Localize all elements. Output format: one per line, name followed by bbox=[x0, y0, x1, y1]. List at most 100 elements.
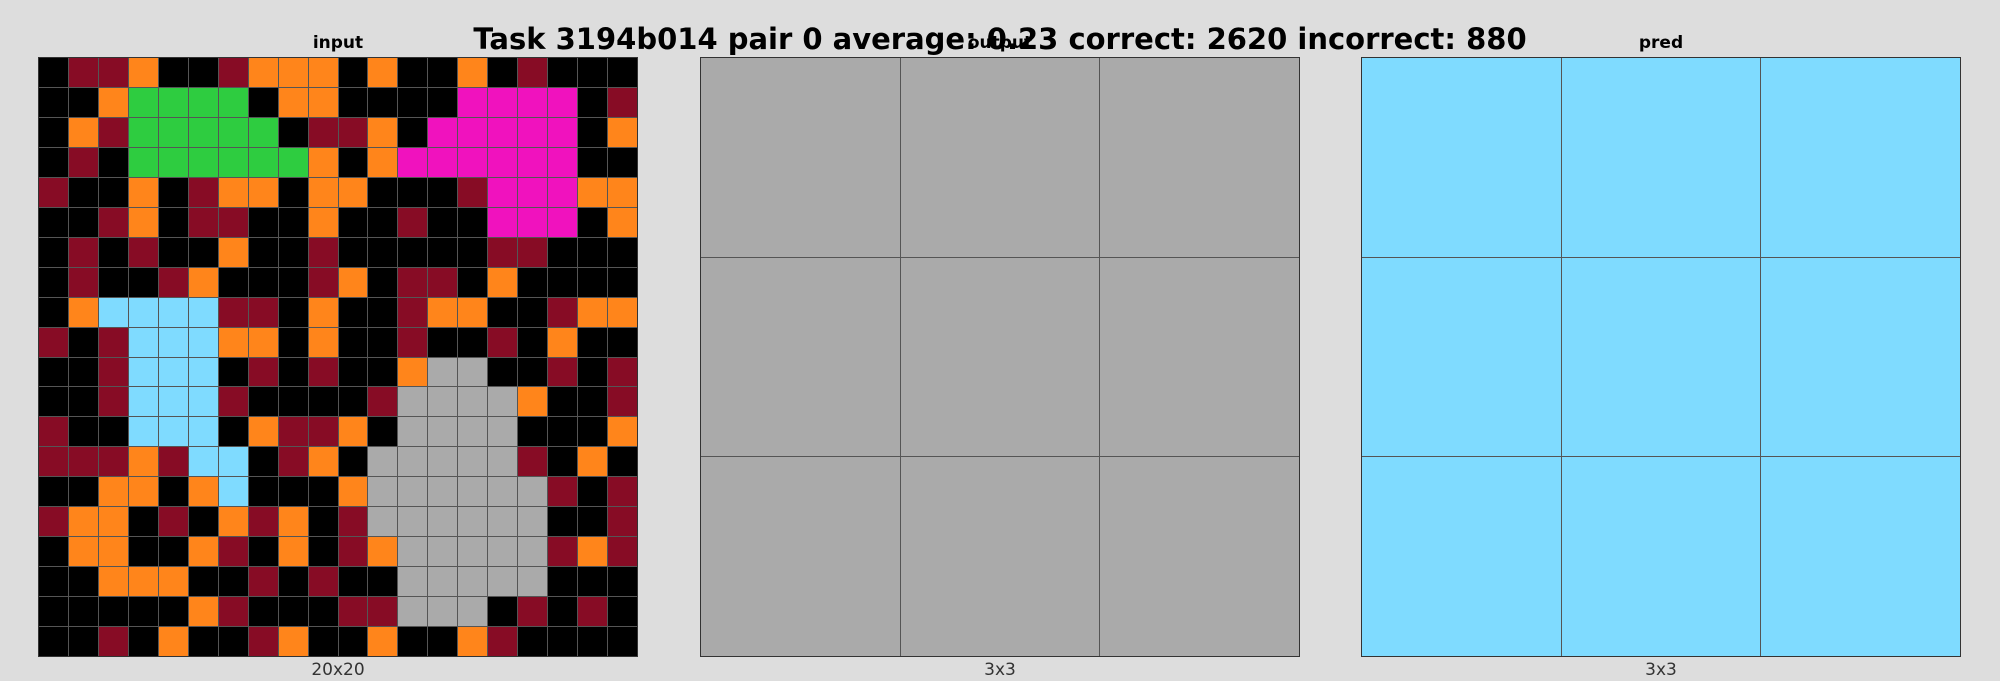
grid-cell bbox=[518, 147, 548, 177]
grid-cell bbox=[39, 417, 68, 447]
grid-cell bbox=[128, 567, 158, 597]
grid-cell bbox=[368, 447, 398, 477]
grid-cell bbox=[128, 237, 158, 267]
grid-cell bbox=[548, 507, 578, 537]
grid-cell bbox=[428, 447, 458, 477]
grid-cell bbox=[39, 537, 68, 567]
grid-cell bbox=[368, 597, 398, 627]
grid-cell bbox=[248, 507, 278, 537]
grid-cell bbox=[308, 147, 338, 177]
grid-cell bbox=[278, 537, 308, 567]
grid-cell bbox=[338, 297, 368, 327]
grid-cell bbox=[248, 357, 278, 387]
grid-cell bbox=[308, 117, 338, 147]
grid-cell bbox=[68, 267, 98, 297]
grid-cell bbox=[308, 507, 338, 537]
grid-cell bbox=[428, 207, 458, 237]
grid-cell bbox=[608, 507, 637, 537]
grid-cell bbox=[428, 297, 458, 327]
grid-cell bbox=[458, 387, 488, 417]
grid-cell bbox=[188, 627, 218, 656]
grid-cell bbox=[578, 567, 608, 597]
grid-cell bbox=[428, 567, 458, 597]
grid-cell bbox=[158, 58, 188, 87]
grid-cell bbox=[158, 267, 188, 297]
grid-cell bbox=[248, 87, 278, 117]
grid-cell bbox=[218, 627, 248, 656]
grid-cell bbox=[608, 597, 637, 627]
grid-cell bbox=[308, 58, 338, 87]
grid-cell bbox=[188, 117, 218, 147]
grid-cell bbox=[308, 477, 338, 507]
grid-cell bbox=[518, 58, 548, 87]
input-grid bbox=[38, 57, 638, 657]
grid-cell bbox=[548, 597, 578, 627]
grid-cell bbox=[608, 117, 637, 147]
grid-cell bbox=[338, 87, 368, 117]
grid-cell bbox=[128, 537, 158, 567]
grid-cell bbox=[98, 147, 128, 177]
grid-cell bbox=[158, 357, 188, 387]
grid-cell bbox=[548, 147, 578, 177]
grid-cell bbox=[398, 627, 428, 656]
grid-cell bbox=[188, 267, 218, 297]
grid-cell bbox=[338, 597, 368, 627]
grid-cell bbox=[398, 537, 428, 567]
grid-cell bbox=[1362, 257, 1561, 457]
grid-cell bbox=[218, 87, 248, 117]
grid-cell bbox=[39, 327, 68, 357]
grid-cell bbox=[458, 507, 488, 537]
grid-cell bbox=[518, 477, 548, 507]
input-panel-title: input bbox=[312, 33, 364, 53]
grid-cell bbox=[428, 87, 458, 117]
grid-cell bbox=[458, 477, 488, 507]
grid-cell bbox=[278, 297, 308, 327]
grid-cell bbox=[1761, 257, 1960, 457]
grid-cell bbox=[278, 447, 308, 477]
grid-cell bbox=[158, 237, 188, 267]
grid-cell bbox=[398, 177, 428, 207]
grid-cell bbox=[701, 257, 900, 457]
grid-cell bbox=[278, 117, 308, 147]
grid-cell bbox=[68, 327, 98, 357]
grid-cell bbox=[428, 177, 458, 207]
grid-cell bbox=[68, 147, 98, 177]
grid-cell bbox=[578, 147, 608, 177]
grid-cell bbox=[428, 597, 458, 627]
grid-cell bbox=[98, 237, 128, 267]
grid-cell bbox=[39, 267, 68, 297]
grid-cell bbox=[338, 357, 368, 387]
grid-cell bbox=[518, 327, 548, 357]
grid-cell bbox=[39, 297, 68, 327]
grid-cell bbox=[548, 58, 578, 87]
grid-cell bbox=[338, 207, 368, 237]
grid-cell bbox=[608, 417, 637, 447]
grid-cell bbox=[39, 447, 68, 477]
grid-cell bbox=[188, 447, 218, 477]
grid-cell bbox=[98, 58, 128, 87]
grid-cell bbox=[398, 327, 428, 357]
grid-cell bbox=[398, 117, 428, 147]
grid-cell bbox=[368, 117, 398, 147]
grid-cell bbox=[278, 267, 308, 297]
grid-cell bbox=[218, 58, 248, 87]
pred-panel-title: pred bbox=[1638, 33, 1684, 53]
grid-cell bbox=[578, 267, 608, 297]
grid-cell bbox=[188, 417, 218, 447]
grid-cell bbox=[188, 537, 218, 567]
grid-cell bbox=[458, 147, 488, 177]
grid-cell bbox=[608, 627, 637, 656]
grid-cell bbox=[338, 177, 368, 207]
grid-cell bbox=[308, 297, 338, 327]
output-panel-title: output bbox=[967, 33, 1033, 53]
grid-cell bbox=[548, 117, 578, 147]
output-grid bbox=[700, 57, 1300, 657]
grid-cell bbox=[518, 627, 548, 656]
grid-cell bbox=[188, 207, 218, 237]
grid-cell bbox=[458, 237, 488, 267]
grid-cell bbox=[608, 297, 637, 327]
grid-cell bbox=[39, 627, 68, 656]
grid-cell bbox=[68, 87, 98, 117]
grid-cell bbox=[128, 417, 158, 447]
grid-cell bbox=[98, 447, 128, 477]
